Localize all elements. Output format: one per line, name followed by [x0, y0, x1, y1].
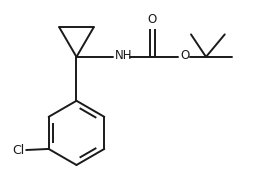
- Text: O: O: [180, 49, 190, 62]
- Text: Cl: Cl: [12, 143, 24, 156]
- Text: NH: NH: [115, 49, 133, 62]
- Text: O: O: [148, 13, 157, 26]
